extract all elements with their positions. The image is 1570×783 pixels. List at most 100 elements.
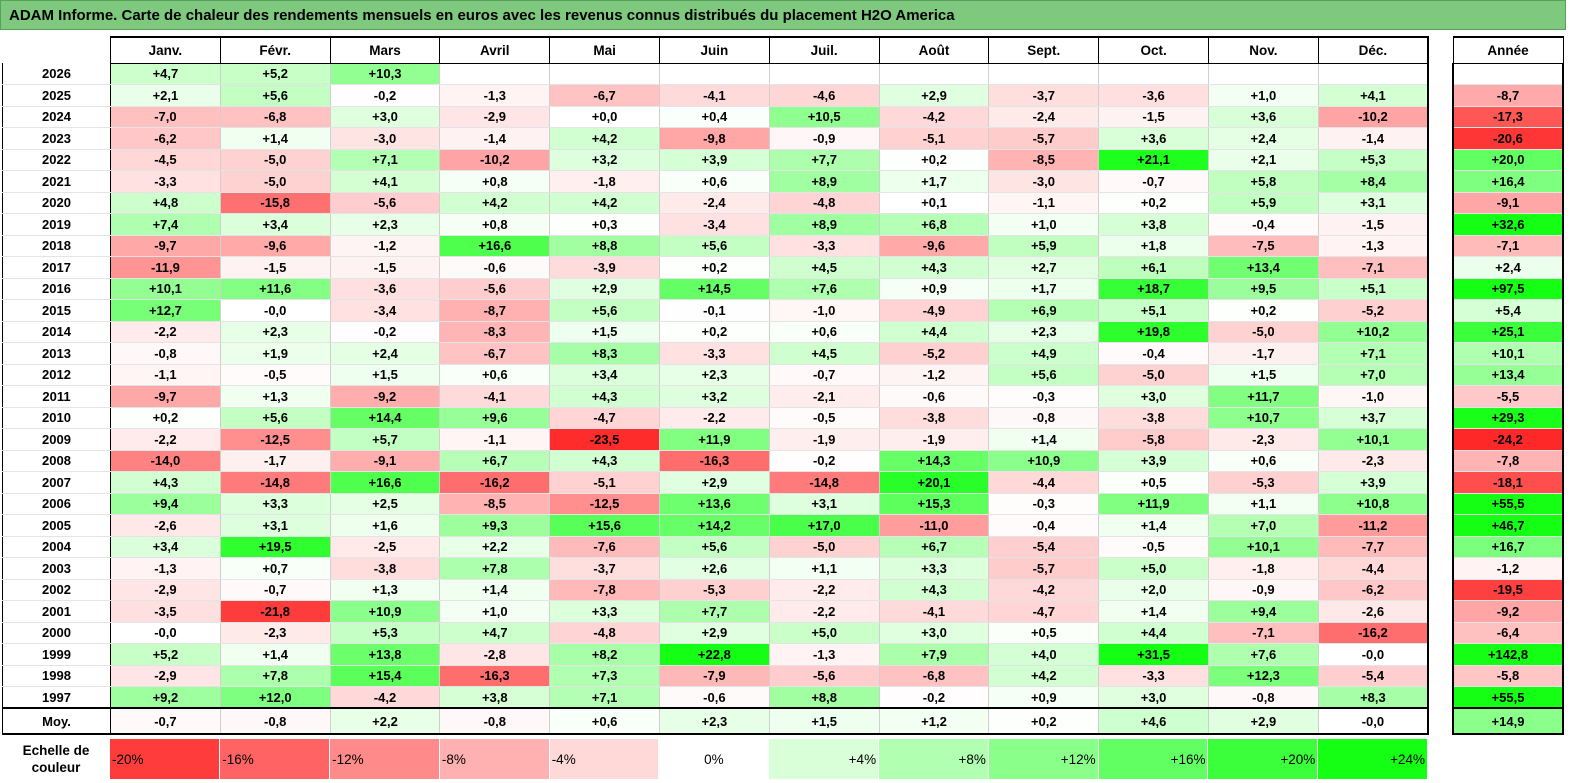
annual-cell: +55,5 xyxy=(1452,493,1564,515)
heatmap-cell: +13,6 xyxy=(659,493,770,515)
color-scale-step: +12% xyxy=(988,739,1099,779)
heatmap-cell: +5,8 xyxy=(1208,170,1319,193)
heatmap-cell: -1,8 xyxy=(1208,557,1319,580)
year-label: 2010 xyxy=(2,407,111,429)
year-label: 2023 xyxy=(2,127,111,150)
heatmap-cell: +4,3 xyxy=(549,385,660,408)
heatmap-cell: -5,6 xyxy=(330,192,441,214)
heatmap-cell: -0,8 xyxy=(220,707,331,735)
year-label: 2012 xyxy=(2,364,111,386)
heatmap-cell: +0,8 xyxy=(439,170,551,193)
heatmap-cell: -0,0 xyxy=(1318,643,1430,666)
heatmap-cell: +4,3 xyxy=(879,579,990,601)
heatmap-cell: -4,2 xyxy=(330,686,441,709)
heatmap-cell: -7,6 xyxy=(549,536,660,558)
heatmap-cell: -12,5 xyxy=(549,493,660,515)
heatmap-cell: +3,7 xyxy=(1318,407,1430,429)
heatmap-cell: -14,8 xyxy=(769,471,880,494)
heatmap-cell: -2,9 xyxy=(439,106,551,128)
color-scale-step: +4% xyxy=(768,739,880,779)
heatmap-cell: +0,5 xyxy=(988,622,1100,644)
heatmap-cell xyxy=(769,63,880,85)
heatmap-cell: +6,7 xyxy=(439,450,551,472)
heatmap-cell: -0,2 xyxy=(330,321,441,343)
heatmap-cell: -2,3 xyxy=(1208,428,1319,451)
heatmap-cell: +8,8 xyxy=(769,686,880,709)
year-row: 2013 -0,8 +1,9 +2,4 -6,7 +8,3 -3,3 +4,5 -5,2 +4,9… xyxy=(2,342,1430,365)
heatmap-cell: -2,2 xyxy=(659,407,770,429)
year-label: 1998 xyxy=(2,665,111,687)
heatmap-cell: -0,8 xyxy=(439,707,551,735)
heatmap-cell: +0,6 xyxy=(769,321,880,343)
heatmap-cell: +1,4 xyxy=(439,579,551,601)
year-row: 2019 +7,4 +3,4 +2,3 +0,8 +0,3 -3,4 +8,9 +6,8 +1,0… xyxy=(2,213,1430,236)
heatmap-cell: +1,4 xyxy=(220,643,331,666)
heatmap-cell: +0,2 xyxy=(1208,299,1319,322)
year-header: Année xyxy=(1452,36,1564,64)
year-row: 1999 +5,2 +1,4 +13,8 -2,8 +8,2 +22,8 -1,3 +7,9 +4… xyxy=(2,643,1430,666)
heatmap-cell: +1,4 xyxy=(220,127,331,150)
heatmap-cell xyxy=(1318,63,1430,85)
heatmap-cell: +14,5 xyxy=(659,278,770,300)
heatmap-cell: -4,7 xyxy=(988,600,1100,623)
heatmap-cell: -0,2 xyxy=(330,84,441,107)
heatmap-cell: -0,7 xyxy=(769,364,880,386)
heatmap-cell: +4,7 xyxy=(439,622,551,644)
heatmap-cell: +4,5 xyxy=(769,256,880,279)
heatmap-cell: -7,7 xyxy=(1318,536,1430,558)
heatmap-cell: +12,3 xyxy=(1208,665,1319,687)
heatmap-cell: -0,7 xyxy=(220,579,331,601)
heatmap-cell: +0,2 xyxy=(1098,192,1209,214)
heatmap-cell: -1,7 xyxy=(1208,342,1319,365)
heatmap-cell: +3,0 xyxy=(1098,686,1209,709)
heatmap-cell: +2,1 xyxy=(110,84,221,107)
annual-cell: -17,3 xyxy=(1452,106,1564,128)
heatmap-cell: -11,0 xyxy=(879,514,990,537)
heatmap-cell: +4,2 xyxy=(549,192,660,214)
heatmap-cell: -5,3 xyxy=(659,579,770,601)
year-label: 2016 xyxy=(2,278,111,300)
color-scale-step: -4% xyxy=(549,739,660,779)
heatmap-cell: +2,9 xyxy=(659,622,770,644)
heatmap-cell: -3,7 xyxy=(988,84,1100,107)
heatmap-cell: +5,2 xyxy=(220,63,331,85)
heatmap-cell: +2,3 xyxy=(330,213,441,236)
heatmap-cell: -0,6 xyxy=(879,385,990,408)
annual-cell: -6,4 xyxy=(1452,622,1564,644)
heatmap-cell: +2,2 xyxy=(439,536,551,558)
heatmap-cell: +3,3 xyxy=(549,600,660,623)
month-header-row: Janv. Févr. Mars Avril Mai Juin Juil. Août Sept.… xyxy=(2,36,1430,64)
heatmap-cell: +10,8 xyxy=(1318,493,1430,515)
heatmap-cell: -4,1 xyxy=(439,385,551,408)
heatmap-cell: +5,1 xyxy=(1318,278,1430,300)
heatmap-cell: +9,3 xyxy=(439,514,551,537)
heatmap-cell: +3,4 xyxy=(220,213,331,236)
heatmap-cell: -5,4 xyxy=(988,536,1100,558)
heatmap-cell: -0,0 xyxy=(110,622,221,644)
annual-cell: +16,7 xyxy=(1452,536,1564,558)
heatmap-cell: -3,8 xyxy=(330,557,441,580)
heatmap-cell: +7,8 xyxy=(439,557,551,580)
year-label: 2018 xyxy=(2,235,111,257)
annual-cell: -9,1 xyxy=(1452,192,1564,214)
heatmap-cell: +5,2 xyxy=(110,643,221,666)
heatmap-cell: -1,1 xyxy=(110,364,221,386)
heatmap-cell: +18,7 xyxy=(1098,278,1209,300)
heatmap-cell: +0,9 xyxy=(988,686,1100,709)
heatmap-cell: +0,6 xyxy=(1208,450,1319,472)
year-label: 2011 xyxy=(2,385,111,408)
heatmap-cell: -1,5 xyxy=(1098,106,1209,128)
heatmap-cell: -1,4 xyxy=(439,127,551,150)
heatmap-cell: +0,9 xyxy=(879,278,990,300)
heatmap-cell: +3,6 xyxy=(1208,106,1319,128)
heatmap-cell: -0,7 xyxy=(110,707,221,735)
year-row: 2023 -6,2 +1,4 -3,0 -1,4 +4,2 -9,8 -0,9 -5,1 -5,7… xyxy=(2,127,1430,150)
heatmap-cell: +11,9 xyxy=(659,428,770,451)
average-label: Moy. xyxy=(2,707,111,735)
heatmap-cell: -9,1 xyxy=(330,450,441,472)
heatmap-cell: +3,8 xyxy=(1098,213,1209,236)
heatmap-cell: +4,1 xyxy=(330,170,441,193)
year-row: 1998 -2,9 +7,8 +15,4 -16,3 +7,3 -7,9 -5,6 -6,8 +4… xyxy=(2,665,1430,687)
heatmap-cell: -5,0 xyxy=(220,170,331,193)
heatmap-cell: +8,8 xyxy=(549,235,660,257)
